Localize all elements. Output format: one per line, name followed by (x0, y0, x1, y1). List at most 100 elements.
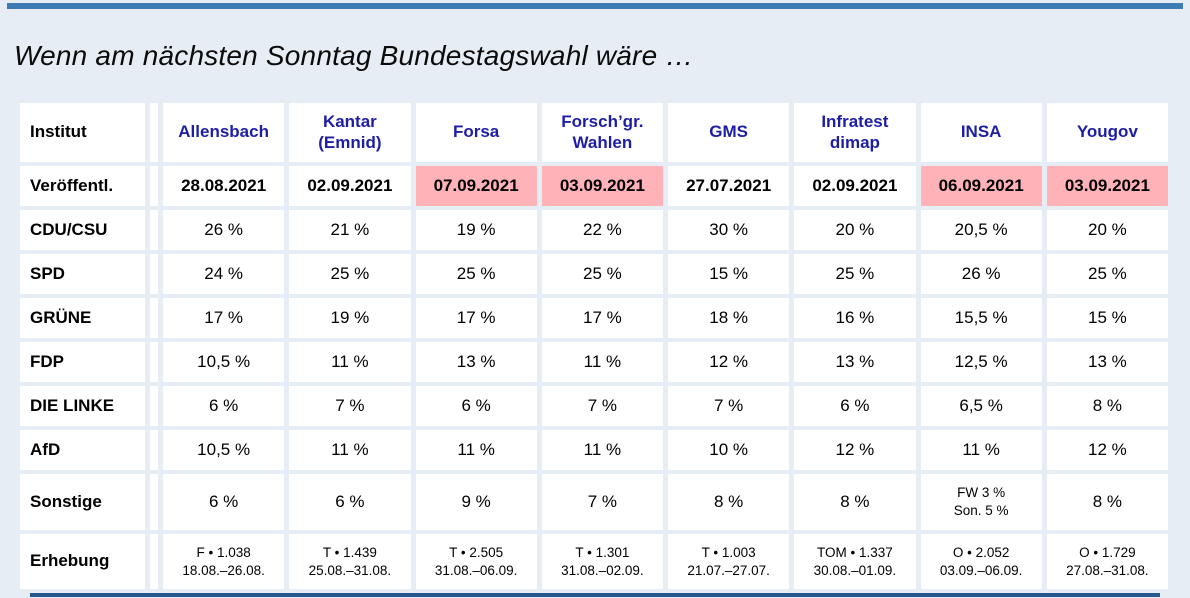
poll-value-cell: 8 % (1046, 474, 1168, 530)
survey-info-cell: O • 1.729 27.08.–31.08. (1046, 534, 1168, 589)
survey-info-cell: T • 1.003 21.07.–27.07. (668, 534, 790, 589)
spacer-cell (150, 166, 158, 206)
poll-value-cell: 25 % (289, 254, 411, 294)
poll-value-cell: 10 % (668, 430, 790, 470)
poll-value-cell: 11 % (541, 342, 663, 382)
poll-value-cell: 11 % (289, 430, 411, 470)
poll-value-cell: 6 % (163, 386, 285, 426)
published-date-cell: 02.09.2021 (794, 166, 916, 206)
poll-value-cell: 11 % (920, 430, 1042, 470)
poll-value-cell: 6 % (415, 386, 537, 426)
spacer-cell (150, 210, 158, 250)
poll-value-cell: 19 % (289, 298, 411, 338)
institute-header: Allensbach (163, 103, 285, 162)
poll-value-cell: 6 % (163, 474, 285, 530)
corner-header: Institut (20, 103, 145, 162)
spacer-cell (150, 298, 158, 338)
poll-value-cell: 19 % (415, 210, 537, 250)
institute-header: INSA (920, 103, 1042, 162)
row-label-party: FDP (20, 342, 145, 382)
poll-value-cell: 13 % (415, 342, 537, 382)
row-label-party: AfD (20, 430, 145, 470)
published-date-cell: 03.09.2021 (1046, 166, 1168, 206)
survey-info-cell: T • 1.439 25.08.–31.08. (289, 534, 411, 589)
row-label-party: GRÜNE (20, 298, 145, 338)
survey-info-cell: TOM • 1.337 30.08.–01.09. (794, 534, 916, 589)
poll-value-cell: 8 % (668, 474, 790, 530)
poll-value-cell: 7 % (541, 474, 663, 530)
poll-value-cell: 7 % (541, 386, 663, 426)
institute-header: Forsa (415, 103, 537, 162)
published-date-cell: 27.07.2021 (668, 166, 790, 206)
poll-value-cell: 8 % (1046, 386, 1168, 426)
top-rule (7, 3, 1183, 9)
spacer-cell (150, 342, 158, 382)
poll-value-cell: 12 % (794, 430, 916, 470)
row-label-erhebung: Erhebung (20, 534, 145, 589)
poll-value-cell: 26 % (920, 254, 1042, 294)
poll-value-cell: 17 % (163, 298, 285, 338)
poll-value-cell: 10,5 % (163, 430, 285, 470)
poll-value-cell: 6 % (289, 474, 411, 530)
page-title: Wenn am nächsten Sonntag Bundestagswahl … (14, 40, 694, 71)
row-label-party: Sonstige (20, 474, 145, 530)
poll-value-cell: 11 % (541, 430, 663, 470)
poll-value-cell: 25 % (541, 254, 663, 294)
poll-value-cell: 6 % (794, 386, 916, 426)
poll-value-cell: 30 % (668, 210, 790, 250)
spacer-cell (150, 534, 158, 589)
survey-info-cell: F • 1.038 18.08.–26.08. (163, 534, 285, 589)
poll-value-cell: 12 % (1046, 430, 1168, 470)
poll-value-cell: 15,5 % (920, 298, 1042, 338)
institute-header: GMS (668, 103, 790, 162)
institute-header: Kantar (Emnid) (289, 103, 411, 162)
poll-value-cell: 12,5 % (920, 342, 1042, 382)
published-date-cell: 02.09.2021 (289, 166, 411, 206)
bottom-rule (30, 593, 1160, 597)
spacer-cell (150, 386, 158, 426)
published-date-cell: 07.09.2021 (415, 166, 537, 206)
poll-value-cell: 13 % (1046, 342, 1168, 382)
poll-value-cell: 16 % (794, 298, 916, 338)
institute-header: Yougov (1046, 103, 1168, 162)
poll-value-cell: 7 % (668, 386, 790, 426)
poll-value-cell: 17 % (415, 298, 537, 338)
poll-value-cell: 25 % (794, 254, 916, 294)
poll-value-cell: 8 % (794, 474, 916, 530)
poll-value-cell: 20 % (794, 210, 916, 250)
poll-value-cell: 22 % (541, 210, 663, 250)
poll-value-cell: 11 % (289, 342, 411, 382)
poll-value-cell: FW 3 % Son. 5 % (920, 474, 1042, 530)
poll-value-cell: 25 % (1046, 254, 1168, 294)
poll-value-cell: 24 % (163, 254, 285, 294)
poll-value-cell: 17 % (541, 298, 663, 338)
poll-value-cell: 12 % (668, 342, 790, 382)
poll-value-cell: 25 % (415, 254, 537, 294)
poll-value-cell: 7 % (289, 386, 411, 426)
row-label-party: DIE LINKE (20, 386, 145, 426)
survey-info-cell: O • 2.052 03.09.–06.09. (920, 534, 1042, 589)
poll-value-cell: 9 % (415, 474, 537, 530)
published-date-cell: 28.08.2021 (163, 166, 285, 206)
row-label-party: SPD (20, 254, 145, 294)
poll-value-cell: 18 % (668, 298, 790, 338)
poll-value-cell: 20,5 % (920, 210, 1042, 250)
poll-value-cell: 10,5 % (163, 342, 285, 382)
published-date-cell: 03.09.2021 (541, 166, 663, 206)
poll-value-cell: 15 % (668, 254, 790, 294)
institute-header: Forsch’gr. Wahlen (541, 103, 663, 162)
spacer-cell (150, 430, 158, 470)
poll-value-cell: 26 % (163, 210, 285, 250)
institute-header: Infratest dimap (794, 103, 916, 162)
row-label-veroeffentl: Veröffentl. (20, 166, 145, 206)
poll-value-cell: 13 % (794, 342, 916, 382)
published-date-cell: 06.09.2021 (920, 166, 1042, 206)
spacer-cell (150, 254, 158, 294)
survey-info-cell: T • 1.301 31.08.–02.09. (541, 534, 663, 589)
survey-info-cell: T • 2.505 31.08.–06.09. (415, 534, 537, 589)
poll-value-cell: 15 % (1046, 298, 1168, 338)
spacer-cell (150, 474, 158, 530)
row-label-party: CDU/CSU (20, 210, 145, 250)
poll-value-cell: 20 % (1046, 210, 1168, 250)
poll-value-cell: 6,5 % (920, 386, 1042, 426)
